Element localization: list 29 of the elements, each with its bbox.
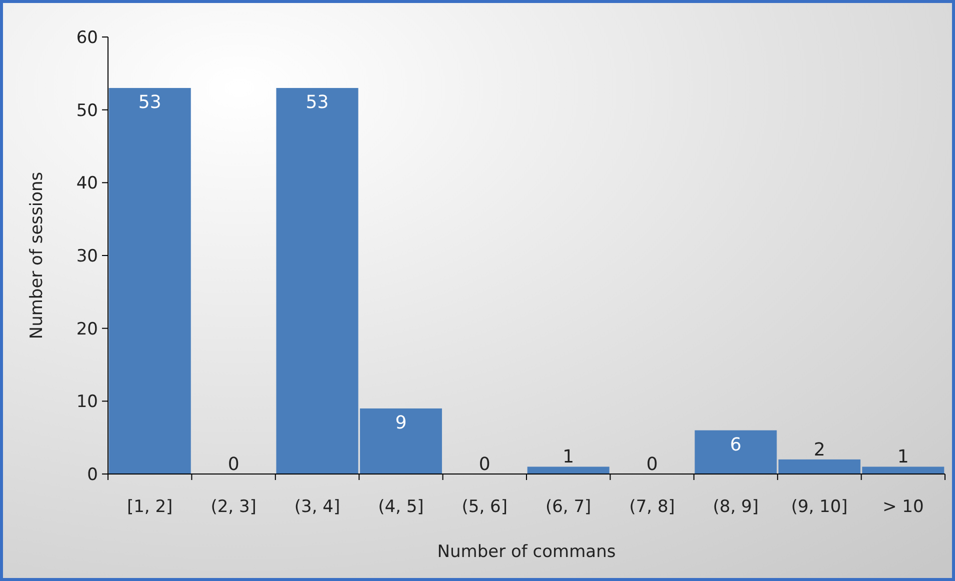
x-tick-label: (7, 8] bbox=[629, 497, 675, 517]
data-label: 0 bbox=[478, 454, 490, 475]
x-tick-label: (2, 3] bbox=[210, 497, 256, 517]
data-label: 53 bbox=[138, 92, 162, 113]
y-tick-label: 20 bbox=[76, 319, 98, 340]
y-tick-label: 60 bbox=[76, 28, 98, 48]
y-tick-label: 50 bbox=[76, 100, 98, 121]
y-tick-label: 30 bbox=[76, 246, 98, 266]
data-label: 0 bbox=[646, 454, 658, 475]
y-tick-label: 0 bbox=[87, 464, 98, 485]
data-label: 1 bbox=[562, 446, 574, 468]
data-label: 9 bbox=[395, 412, 407, 434]
data-label: 53 bbox=[306, 92, 329, 113]
y-tick-label: 40 bbox=[76, 174, 98, 194]
x-tick-label: [1, 2] bbox=[126, 497, 173, 517]
y-axis-title: Number of sessions bbox=[27, 172, 47, 340]
x-axis-title: Number of commans bbox=[437, 542, 616, 562]
y-tick-label: 10 bbox=[76, 392, 98, 412]
data-label: 6 bbox=[730, 434, 742, 456]
x-tick-label: (5, 6] bbox=[462, 497, 508, 517]
x-tick-label: (9, 10] bbox=[791, 497, 848, 517]
data-label: 2 bbox=[814, 439, 826, 460]
data-label: 0 bbox=[228, 454, 240, 475]
x-tick-label: (8, 9] bbox=[712, 497, 759, 517]
x-tick-label: (3, 4] bbox=[294, 497, 340, 517]
data-label: 1 bbox=[897, 446, 909, 468]
x-tick-label: > 10 bbox=[882, 497, 924, 517]
x-tick-label: (4, 5] bbox=[378, 497, 424, 517]
x-tick-label: (6, 7] bbox=[545, 497, 592, 517]
